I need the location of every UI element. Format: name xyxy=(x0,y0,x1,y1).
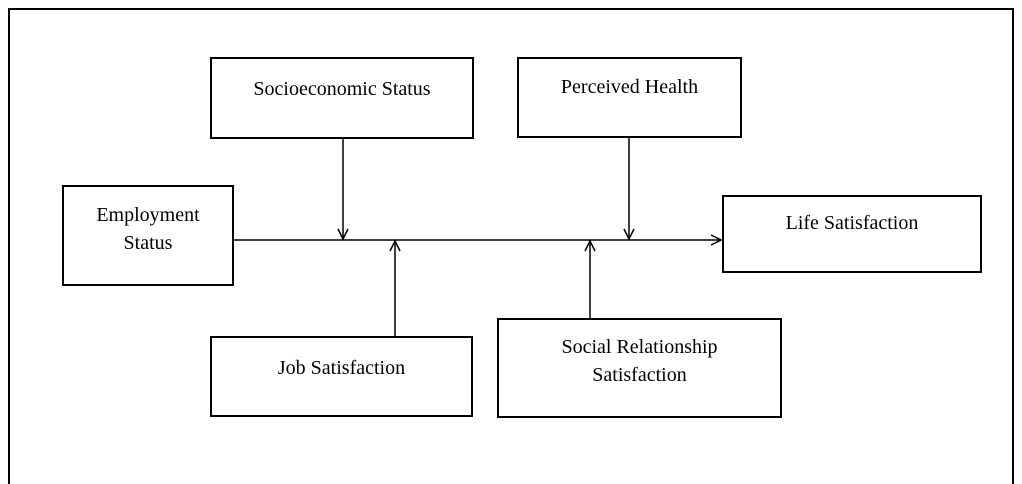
node: Employment Status xyxy=(62,185,234,286)
node: Social Relationship Satisfaction xyxy=(497,318,782,418)
frame xyxy=(8,8,1014,484)
node: Socioeconomic Status xyxy=(210,57,474,139)
node: Job Satisfaction xyxy=(210,336,473,417)
node: Perceived Health xyxy=(517,57,742,138)
node: Life Satisfaction xyxy=(722,195,982,273)
